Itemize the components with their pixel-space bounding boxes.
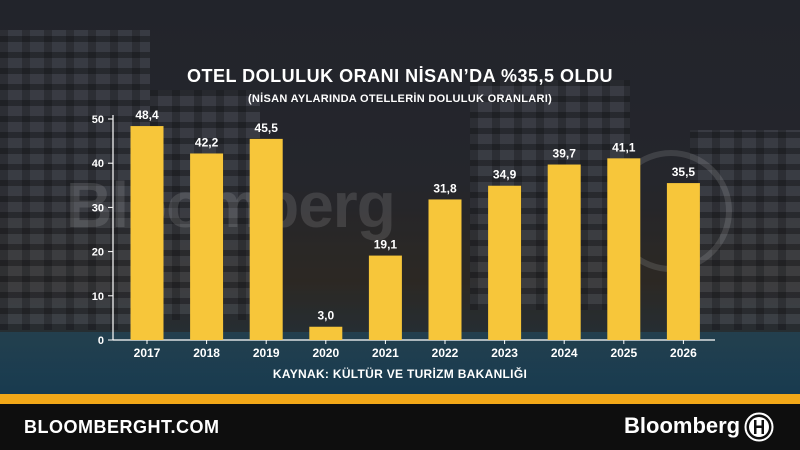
x-tick-label-2017: 2017 bbox=[134, 346, 161, 360]
x-tick-label-2025: 2025 bbox=[610, 346, 637, 360]
x-tick-label-2018: 2018 bbox=[193, 346, 220, 360]
data-label-2025: 41,1 bbox=[612, 140, 636, 154]
bar-2021 bbox=[368, 255, 402, 340]
x-tick-label-2026: 2026 bbox=[670, 346, 697, 360]
chart-subtitle: (NİSAN AYLARINDA OTELLERİN DOLULUK ORANL… bbox=[247, 93, 553, 105]
footer-bar: BLOOMBERGHT.COM Bloomberg bbox=[0, 404, 800, 450]
y-tick-label: 10 bbox=[92, 291, 104, 303]
bar-2026 bbox=[666, 183, 700, 340]
y-tick-label: 40 bbox=[92, 158, 104, 170]
accent-divider bbox=[0, 394, 800, 404]
hotel-building-left bbox=[0, 30, 150, 330]
watermark-text: Bloomberg bbox=[66, 169, 396, 241]
x-tick-label-2020: 2020 bbox=[312, 346, 339, 360]
bar-2019 bbox=[249, 138, 283, 340]
data-label-2017: 48,4 bbox=[135, 108, 159, 122]
bar-2018 bbox=[190, 153, 224, 340]
y-tick-label: 20 bbox=[92, 247, 104, 259]
footer-brand: Bloomberg bbox=[624, 413, 741, 438]
data-label-2019: 45,5 bbox=[255, 121, 279, 135]
data-label-2026: 35,5 bbox=[672, 165, 696, 179]
x-tick-label-2019: 2019 bbox=[253, 346, 280, 360]
source-note: KAYNAK: KÜLTÜR VE TURİZM BAKANLIĞI bbox=[272, 367, 528, 381]
data-label-2024: 39,7 bbox=[553, 147, 577, 161]
chart-title: OTEL DOLULUK ORANI NİSAN’DA %35,5 OLDU bbox=[186, 66, 614, 86]
x-tick-label-2021: 2021 bbox=[372, 346, 399, 360]
bloomberg-ht-logo-icon bbox=[744, 412, 774, 442]
data-label-2021: 19,1 bbox=[374, 238, 398, 252]
footer-url[interactable]: BLOOMBERGHT.COM bbox=[24, 417, 220, 437]
bar-2024 bbox=[547, 164, 581, 340]
bar-2020 bbox=[309, 326, 343, 340]
y-tick-label: 30 bbox=[92, 202, 104, 214]
y-tick-label: 0 bbox=[98, 335, 104, 347]
x-tick-label-2024: 2024 bbox=[551, 346, 578, 360]
bar-2017 bbox=[130, 126, 164, 341]
bar-chart: 0 10 20 30 40 50 48,4 2017 42,2 2018 45,5 2019 3,0 20… bbox=[92, 108, 715, 360]
bar-2025 bbox=[607, 158, 641, 340]
data-label-2020: 3,0 bbox=[317, 309, 334, 323]
x-tick-label-2022: 2022 bbox=[432, 346, 459, 360]
x-tick-label-2023: 2023 bbox=[491, 346, 518, 360]
bar-2023 bbox=[488, 185, 522, 340]
data-label-2018: 42,2 bbox=[195, 135, 219, 149]
data-label-2022: 31,8 bbox=[433, 181, 457, 195]
bar-2022 bbox=[428, 199, 462, 340]
data-label-2023: 34,9 bbox=[493, 168, 517, 182]
pool bbox=[0, 332, 800, 402]
y-tick-label: 50 bbox=[92, 114, 104, 126]
